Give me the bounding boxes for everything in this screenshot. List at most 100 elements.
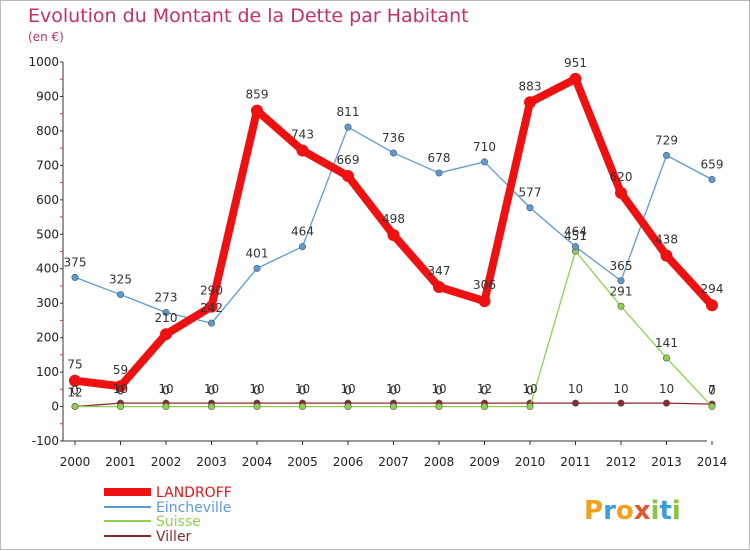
- point-suisse: [298, 403, 306, 411]
- data-label-eincheville: 242: [200, 301, 223, 315]
- logo-text: Proxiti: [584, 496, 681, 526]
- y-tick-label: 1000: [28, 55, 59, 69]
- point-landroff: [251, 104, 263, 117]
- data-label-landroff: 290: [200, 284, 223, 298]
- data-label-suisse: 0: [344, 384, 352, 398]
- data-label-viller: 10: [659, 382, 674, 396]
- x-tick-label: 2012: [606, 455, 637, 469]
- data-label-suisse: 0: [71, 384, 79, 398]
- data-label-eincheville: 811: [337, 105, 360, 119]
- y-tick-label: 800: [36, 124, 59, 138]
- data-label-viller: 10: [613, 382, 628, 396]
- data-label-landroff: 883: [519, 79, 542, 93]
- data-label-suisse: 0: [708, 384, 716, 398]
- data-label-viller: 10: [340, 382, 355, 396]
- data-label-eincheville: 678: [428, 151, 451, 165]
- data-label-eincheville: 464: [564, 225, 587, 239]
- legend-label-eincheville: Eincheville: [156, 500, 231, 516]
- proxiti-logo: Proxiti: [584, 496, 681, 526]
- data-label-suisse: 0: [481, 384, 489, 398]
- point-viller: [662, 399, 670, 407]
- point-landroff: [114, 380, 127, 393]
- point-eincheville: [708, 175, 716, 183]
- data-label-eincheville: 401: [246, 246, 269, 260]
- point-landroff: [205, 300, 218, 313]
- x-tick-label: 2004: [242, 455, 273, 469]
- point-landroff: [296, 144, 309, 157]
- data-label-suisse: 0: [162, 384, 170, 398]
- data-label-landroff: 347: [428, 264, 451, 278]
- y-tick-label: 0: [51, 400, 59, 414]
- point-suisse: [435, 403, 443, 411]
- x-tick-label: 2011: [560, 455, 591, 469]
- point-suisse: [480, 403, 488, 411]
- data-label-viller: 10: [386, 382, 401, 396]
- point-landroff: [524, 96, 536, 109]
- x-tick-label: 2013: [651, 455, 682, 469]
- point-eincheville: [480, 158, 488, 166]
- data-label-viller: 10: [568, 382, 583, 396]
- y-tick-label: 900: [36, 89, 59, 103]
- data-label-landroff: 75: [67, 358, 82, 372]
- y-tick-label: 100: [36, 365, 59, 379]
- data-label-suisse: 0: [435, 384, 443, 398]
- point-eincheville: [526, 204, 534, 212]
- x-tick-label: 2000: [60, 455, 91, 469]
- chart-subtitle: (en €): [28, 30, 64, 44]
- data-label-suisse: 0: [390, 384, 398, 398]
- axes: -100010020030040050060070080090010002000…: [28, 55, 727, 469]
- y-tick-label: 700: [36, 158, 59, 172]
- point-eincheville: [117, 291, 125, 299]
- point-suisse: [526, 403, 534, 411]
- data-label-landroff: 859: [246, 88, 269, 102]
- y-tick-label: 500: [36, 227, 59, 241]
- data-label-viller: 10: [249, 382, 264, 396]
- x-tick-label: 2001: [105, 455, 136, 469]
- point-eincheville: [162, 308, 170, 316]
- data-label-eincheville: 659: [701, 157, 724, 171]
- point-suisse: [344, 403, 352, 411]
- point-landroff: [660, 249, 673, 262]
- point-landroff: [706, 299, 718, 312]
- legend-label-suisse: Suisse: [156, 514, 201, 530]
- x-tick-label: 2003: [196, 455, 227, 469]
- point-eincheville: [71, 273, 79, 281]
- point-suisse: [208, 403, 216, 411]
- y-tick-label: -100: [32, 434, 59, 448]
- y-tick-label: 400: [36, 262, 59, 276]
- point-landroff: [478, 295, 491, 308]
- data-label-landroff: 306: [473, 278, 496, 292]
- data-label-viller: 10: [431, 382, 446, 396]
- point-landroff: [160, 328, 172, 341]
- point-landroff: [615, 186, 627, 199]
- data-label-suisse: 0: [253, 384, 261, 398]
- point-suisse: [117, 403, 125, 411]
- data-label-eincheville: 464: [291, 225, 314, 239]
- point-suisse: [708, 403, 716, 411]
- point-eincheville: [344, 123, 352, 131]
- data-label-viller: 12: [477, 382, 492, 396]
- x-tick-label: 2006: [333, 455, 364, 469]
- data-label-landroff: 438: [655, 233, 678, 247]
- point-eincheville: [435, 169, 443, 177]
- x-tick-label: 2014: [697, 455, 728, 469]
- logo-letter: t: [659, 496, 671, 526]
- logo-letter: r: [603, 496, 616, 526]
- point-eincheville: [389, 149, 397, 157]
- chart-title: Evolution du Montant de la Dette par Hab…: [28, 5, 469, 27]
- point-suisse: [71, 403, 79, 411]
- point-eincheville: [253, 264, 261, 272]
- point-viller: [571, 399, 579, 407]
- point-eincheville: [298, 243, 306, 251]
- x-tick-label: 2002: [151, 455, 182, 469]
- data-label-eincheville: 273: [155, 290, 178, 304]
- data-label-viller: 10: [295, 382, 310, 396]
- logo-letter: i: [651, 496, 660, 526]
- x-tick-label: 2007: [378, 455, 409, 469]
- y-tick-label: 200: [36, 331, 59, 345]
- data-label-landroff: 951: [564, 56, 587, 70]
- data-label-viller: 7: [708, 383, 716, 397]
